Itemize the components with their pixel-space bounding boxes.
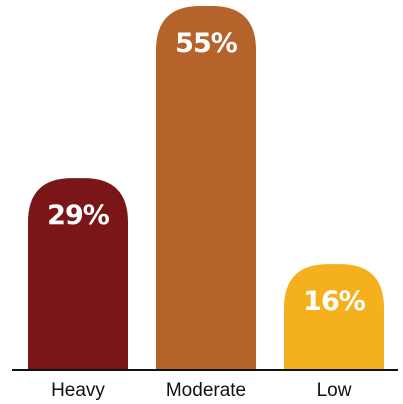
bars-group: 29% 55% 16% [28,6,384,370]
bar-value-label: 16% [303,286,366,317]
bar-moderate [156,6,256,370]
category-label: Low [317,380,352,401]
category-label: Heavy [51,380,105,401]
bar-heavy [28,178,128,370]
bar-value-label: 29% [47,200,110,231]
bar-low [284,264,384,370]
bar-value-label: 55% [175,28,238,59]
category-labels-group: Heavy Moderate Low [51,380,352,401]
category-label: Moderate [166,380,246,401]
